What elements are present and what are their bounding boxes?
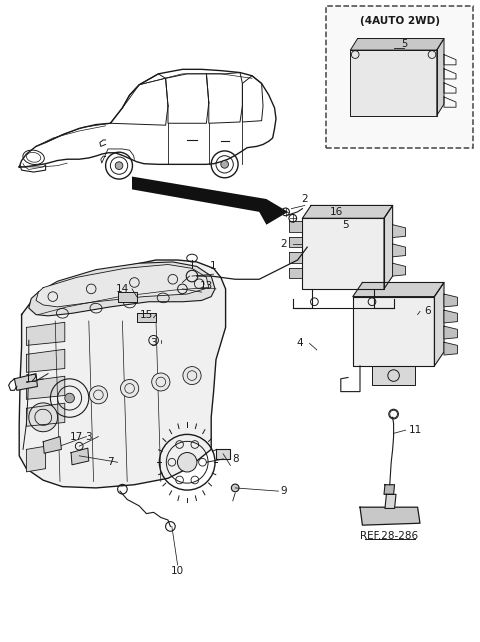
- Polygon shape: [360, 507, 420, 525]
- Text: 5: 5: [342, 220, 349, 230]
- Polygon shape: [444, 294, 457, 307]
- Polygon shape: [350, 39, 444, 50]
- Polygon shape: [71, 448, 89, 465]
- Circle shape: [178, 453, 197, 472]
- Polygon shape: [216, 449, 230, 459]
- Text: 14: 14: [116, 284, 129, 294]
- Polygon shape: [384, 205, 393, 289]
- Polygon shape: [36, 265, 209, 307]
- Text: 9: 9: [280, 486, 287, 496]
- Polygon shape: [14, 374, 37, 390]
- Text: 10: 10: [171, 566, 184, 577]
- Polygon shape: [118, 292, 137, 302]
- Polygon shape: [393, 263, 406, 276]
- Text: 3: 3: [85, 431, 92, 442]
- Text: REF.28-286: REF.28-286: [360, 531, 418, 541]
- Polygon shape: [29, 262, 215, 316]
- Polygon shape: [26, 403, 65, 426]
- Polygon shape: [434, 282, 444, 366]
- Polygon shape: [353, 282, 444, 297]
- Text: 13: 13: [200, 281, 213, 291]
- Polygon shape: [302, 218, 384, 289]
- Text: 11: 11: [408, 425, 422, 435]
- Polygon shape: [393, 225, 406, 238]
- Text: 7: 7: [107, 457, 114, 467]
- Polygon shape: [437, 39, 444, 116]
- Text: 8: 8: [232, 454, 239, 464]
- Circle shape: [65, 394, 74, 403]
- Polygon shape: [353, 297, 434, 366]
- Text: 4: 4: [297, 338, 303, 349]
- Polygon shape: [444, 310, 457, 323]
- Polygon shape: [289, 268, 302, 278]
- Text: 15: 15: [140, 309, 153, 320]
- Polygon shape: [393, 244, 406, 257]
- Ellipse shape: [152, 373, 170, 391]
- Polygon shape: [289, 237, 302, 247]
- Polygon shape: [444, 342, 457, 355]
- Polygon shape: [444, 326, 457, 339]
- Ellipse shape: [183, 367, 201, 385]
- Polygon shape: [385, 494, 396, 508]
- Text: 16: 16: [329, 207, 343, 217]
- Polygon shape: [43, 437, 61, 453]
- Polygon shape: [372, 366, 415, 385]
- Polygon shape: [350, 50, 437, 116]
- Polygon shape: [132, 177, 288, 225]
- Text: 12: 12: [24, 374, 38, 384]
- Bar: [326, 6, 473, 148]
- Polygon shape: [289, 221, 302, 232]
- Polygon shape: [19, 260, 226, 488]
- Polygon shape: [26, 349, 65, 372]
- Ellipse shape: [120, 379, 139, 397]
- Polygon shape: [26, 446, 46, 472]
- Text: 1: 1: [210, 261, 217, 272]
- Text: (4AUTO 2WD): (4AUTO 2WD): [360, 15, 440, 26]
- Text: 6: 6: [424, 306, 431, 317]
- Polygon shape: [384, 485, 395, 494]
- Polygon shape: [289, 252, 302, 263]
- Text: 17: 17: [70, 431, 84, 442]
- Polygon shape: [137, 313, 156, 322]
- Text: 3: 3: [150, 338, 157, 349]
- Polygon shape: [26, 376, 65, 399]
- Ellipse shape: [29, 403, 58, 431]
- Polygon shape: [26, 322, 65, 345]
- Circle shape: [221, 160, 228, 168]
- Polygon shape: [302, 205, 393, 218]
- Circle shape: [115, 162, 123, 169]
- Text: 2: 2: [301, 194, 308, 204]
- Text: 2: 2: [280, 239, 287, 249]
- Ellipse shape: [89, 386, 108, 404]
- Text: 5: 5: [401, 39, 408, 49]
- Circle shape: [231, 484, 239, 492]
